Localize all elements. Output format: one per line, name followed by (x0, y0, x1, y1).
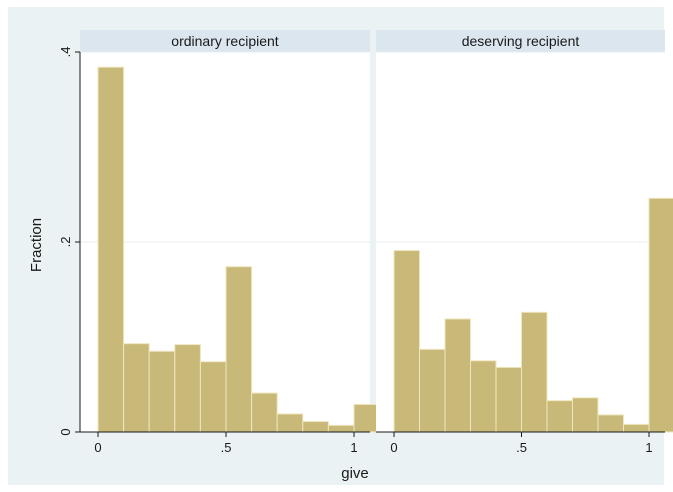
panel-title: ordinary recipient (171, 33, 278, 49)
y-tick-label: 0 (58, 428, 73, 435)
histogram-bar (648, 197, 673, 433)
histogram-bar (546, 400, 573, 433)
histogram-bar (572, 397, 599, 433)
histogram-bar (276, 413, 304, 433)
panel-2: deserving recipient 0 .5 1 (376, 30, 673, 455)
histogram-bar (419, 348, 446, 433)
histogram-bar (327, 424, 355, 433)
histogram-bar (495, 366, 522, 433)
histogram-bar (521, 311, 548, 433)
histogram-bar (597, 414, 624, 433)
histogram-bar (444, 318, 471, 433)
x-tick-label: 1 (645, 440, 652, 455)
panel-1: ordinary recipient 0 .5 1 0 .2 .4 (58, 30, 381, 455)
y-tick-label: .2 (58, 237, 73, 248)
x-tick-label: 0 (94, 440, 101, 455)
histogram-bar (199, 361, 227, 433)
x-tick-label: .5 (221, 440, 232, 455)
histogram-bar (302, 421, 329, 433)
histogram-bar (148, 350, 176, 433)
histogram-bar (353, 403, 381, 433)
x-axis-title: give (341, 465, 369, 482)
y-axis-title: Fraction (28, 218, 45, 272)
x-tick-label: 0 (390, 440, 397, 455)
histogram-bar (251, 392, 278, 433)
x-tick-label: 1 (350, 440, 357, 455)
histogram-bar (623, 423, 650, 433)
histogram-bar (393, 250, 420, 433)
histogram-bar (97, 66, 125, 433)
panel-title-strip (376, 30, 665, 52)
panel-title: deserving recipient (462, 33, 580, 49)
histogram-bar (123, 343, 150, 433)
panel-title-strip (80, 30, 370, 52)
histogram-bar (225, 266, 253, 433)
x-tick-label: .5 (516, 440, 527, 455)
histogram-bar (174, 344, 201, 433)
histogram-bar (470, 360, 497, 433)
y-tick-label: .4 (58, 47, 73, 58)
